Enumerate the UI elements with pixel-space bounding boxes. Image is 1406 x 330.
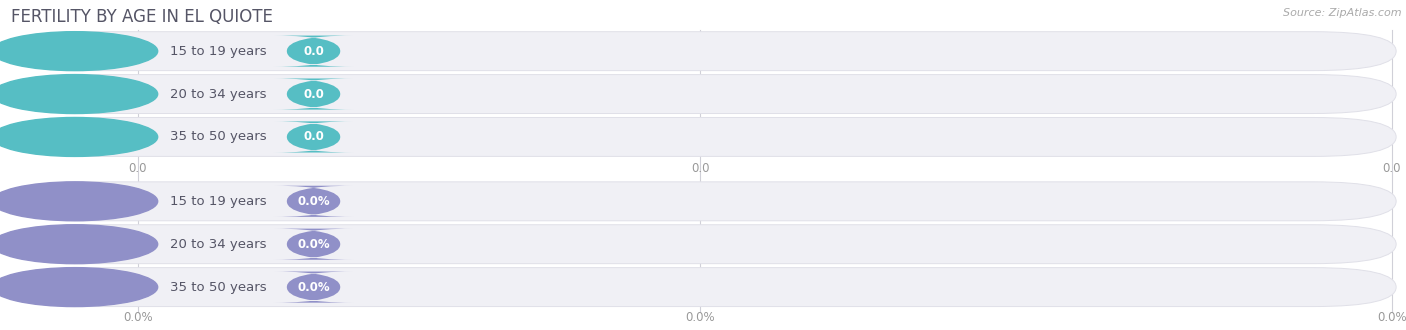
Text: 0.0%: 0.0% — [1376, 311, 1406, 324]
FancyBboxPatch shape — [274, 79, 353, 110]
FancyBboxPatch shape — [274, 186, 353, 217]
Text: 15 to 19 years: 15 to 19 years — [170, 195, 267, 208]
Text: 0.0%: 0.0% — [297, 238, 330, 251]
Circle shape — [0, 117, 157, 156]
Text: 0.0%: 0.0% — [122, 311, 153, 324]
Text: 35 to 50 years: 35 to 50 years — [170, 280, 267, 294]
Text: 0.0%: 0.0% — [297, 280, 330, 294]
Text: FERTILITY BY AGE IN EL QUIOTE: FERTILITY BY AGE IN EL QUIOTE — [11, 8, 273, 26]
Text: 0.0%: 0.0% — [297, 195, 330, 208]
Circle shape — [0, 225, 157, 264]
FancyBboxPatch shape — [4, 182, 1396, 221]
Text: 20 to 34 years: 20 to 34 years — [170, 238, 267, 251]
Text: 0.0%: 0.0% — [685, 311, 716, 324]
Text: 0.0: 0.0 — [128, 162, 148, 175]
Text: 35 to 50 years: 35 to 50 years — [170, 130, 267, 144]
FancyBboxPatch shape — [4, 268, 1396, 307]
FancyBboxPatch shape — [4, 75, 1396, 114]
Text: 20 to 34 years: 20 to 34 years — [170, 87, 267, 101]
Text: 0.0: 0.0 — [690, 162, 710, 175]
FancyBboxPatch shape — [274, 229, 353, 260]
Text: 0.0: 0.0 — [1382, 162, 1402, 175]
Circle shape — [0, 75, 157, 114]
FancyBboxPatch shape — [4, 117, 1396, 156]
FancyBboxPatch shape — [274, 36, 353, 67]
Text: 0.0: 0.0 — [304, 130, 323, 144]
FancyBboxPatch shape — [274, 272, 353, 303]
FancyBboxPatch shape — [4, 32, 1396, 71]
Text: 0.0: 0.0 — [304, 87, 323, 101]
Text: Source: ZipAtlas.com: Source: ZipAtlas.com — [1284, 8, 1402, 18]
Circle shape — [0, 182, 157, 221]
Circle shape — [0, 32, 157, 71]
FancyBboxPatch shape — [274, 121, 353, 152]
FancyBboxPatch shape — [4, 225, 1396, 264]
Text: 0.0: 0.0 — [304, 45, 323, 58]
Circle shape — [0, 268, 157, 307]
Text: 15 to 19 years: 15 to 19 years — [170, 45, 267, 58]
